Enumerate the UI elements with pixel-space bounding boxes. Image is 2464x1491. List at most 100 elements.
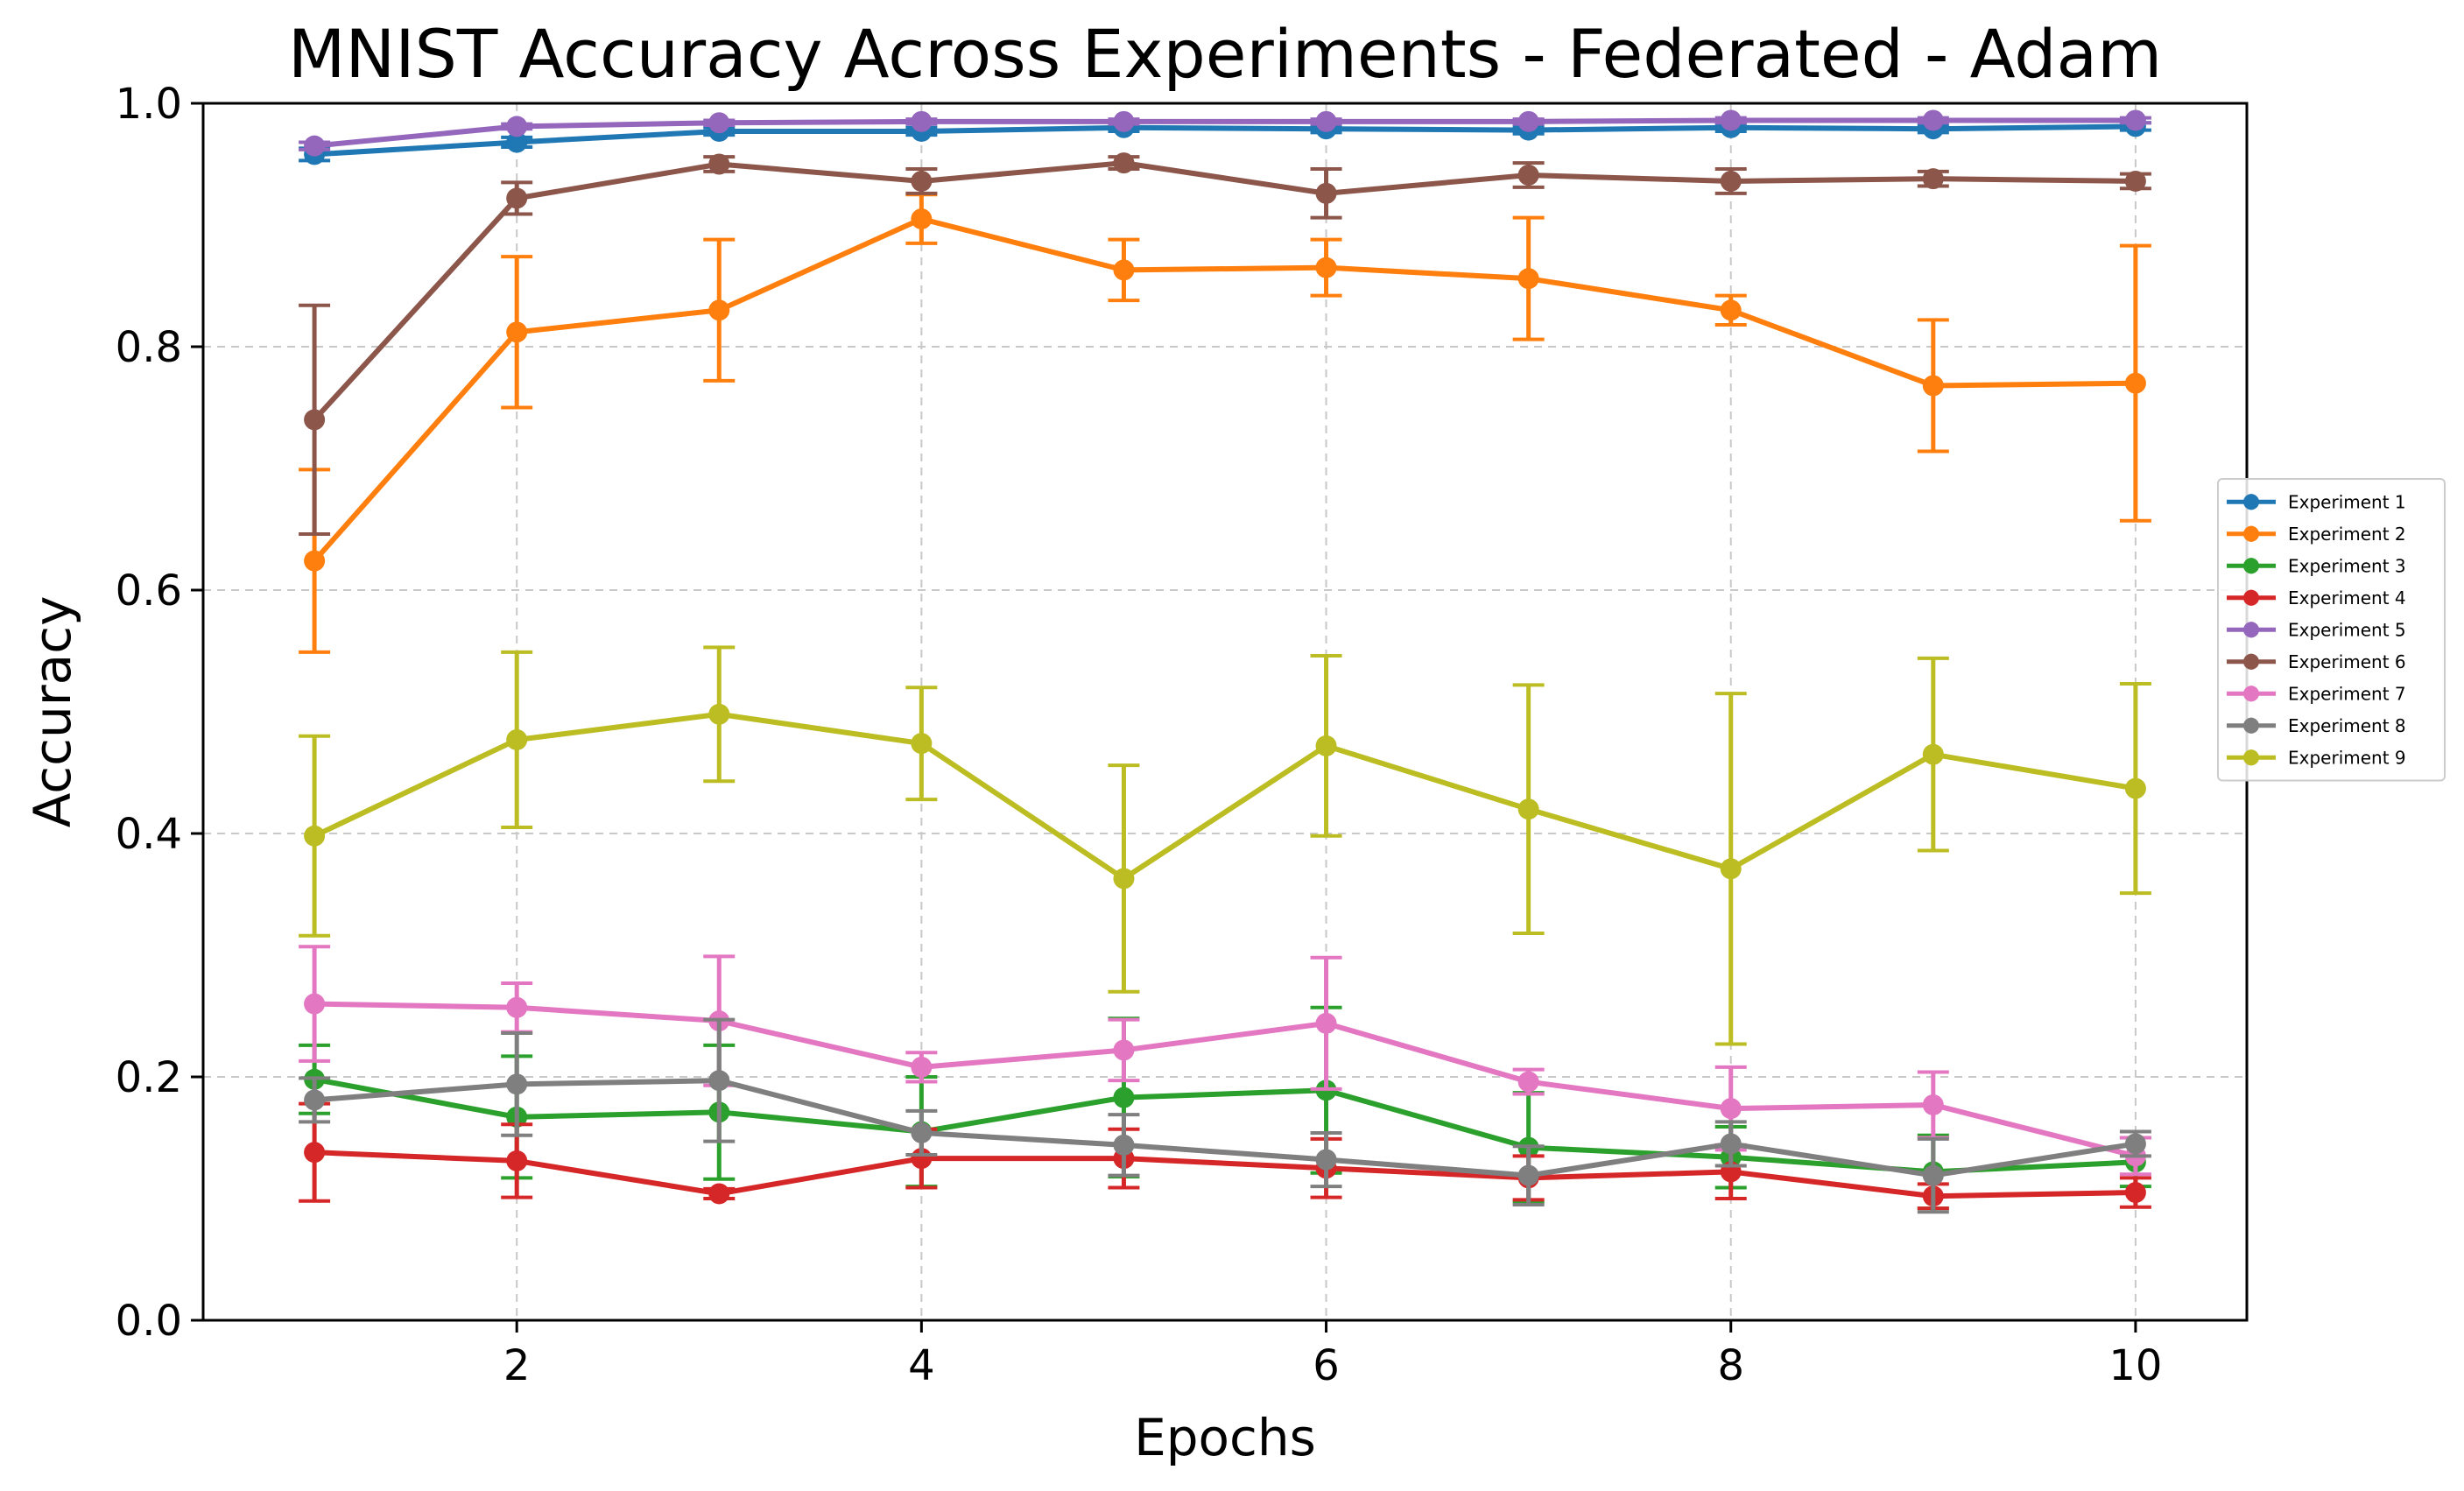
data-point (1517, 110, 1539, 132)
data-point (1720, 299, 1742, 321)
legend: Experiment 1 Experiment 2 Experiment 3 Expe… (2217, 478, 2446, 782)
data-point (1113, 110, 1135, 132)
legend-label: Experiment 5 (2288, 619, 2406, 640)
legend-label: Experiment 1 (2288, 491, 2406, 512)
data-point (2124, 777, 2146, 799)
y-axis-label: Accuracy (23, 596, 82, 828)
data-point (708, 1070, 730, 1092)
data-point (1315, 1012, 1337, 1034)
legend-marker (2243, 622, 2259, 638)
legend-marker (2243, 686, 2259, 702)
series-8 (299, 1017, 2151, 1214)
series-9 (299, 645, 2151, 1046)
data-point (506, 1150, 528, 1171)
x-tick-label: 8 (1717, 1341, 1744, 1390)
series-7 (299, 945, 2151, 1177)
y-tick-label: 0.0 (116, 1297, 182, 1346)
y-tick-label: 0.2 (116, 1053, 182, 1102)
data-point (304, 993, 326, 1015)
legend-item: Experiment 9 (2227, 747, 2406, 768)
x-tick-label: 10 (2108, 1341, 2162, 1390)
ticks: 2 4 6 8 10 0.0 0.2 0.4 0.6 0.8 1.0 (116, 80, 2163, 1390)
data-point (1113, 259, 1135, 281)
data-point (1922, 1164, 1944, 1186)
x-axis-label: Epochs (1134, 1408, 1316, 1467)
data-point (911, 1122, 933, 1143)
chart-title: MNIST Accuracy Across Experiments - Fede… (288, 15, 2162, 93)
x-tick-label: 4 (908, 1341, 935, 1390)
data-point (506, 187, 528, 209)
data-point (708, 299, 730, 321)
data-point (2124, 1133, 2146, 1155)
data-point (304, 135, 326, 157)
data-point (304, 1089, 326, 1111)
data-point (1517, 1071, 1539, 1093)
series-2 (299, 193, 2151, 654)
data-point (304, 825, 326, 847)
data-point (1315, 182, 1337, 204)
legend-item: Experiment 4 (2227, 587, 2406, 608)
legend-marker (2243, 749, 2259, 766)
data-point (1517, 1164, 1539, 1186)
data-point (708, 153, 730, 175)
y-tick-label: 0.6 (116, 566, 182, 615)
series-line (313, 1150, 2136, 1199)
data-point (911, 733, 933, 755)
data-point (1113, 152, 1135, 174)
data-point (304, 1142, 326, 1164)
legend-label: Experiment 2 (2288, 524, 2406, 545)
legend-item: Experiment 2 (2227, 524, 2406, 545)
data-point (1113, 1039, 1135, 1061)
data-point (1720, 170, 1742, 192)
data-point (506, 321, 528, 343)
legend-label: Experiment 8 (2288, 715, 2406, 736)
data-point (708, 112, 730, 134)
data-point (1517, 165, 1539, 186)
legend-item: Experiment 6 (2227, 651, 2406, 672)
data-point (2124, 170, 2146, 192)
data-point (1113, 1134, 1135, 1156)
data-point (1922, 168, 1944, 190)
data-point (708, 1183, 730, 1205)
series-line (313, 1076, 2137, 1175)
data-point (911, 208, 933, 230)
legend-item: Experiment 8 (2227, 715, 2406, 736)
series-6 (299, 152, 2151, 537)
data-point (1922, 1094, 1944, 1115)
legend-marker (2243, 494, 2259, 510)
data-point (506, 131, 528, 153)
series-line (312, 160, 2136, 422)
data-point (1517, 268, 1539, 290)
series-line (313, 117, 2136, 149)
legend-marker (2243, 558, 2259, 574)
data-point (1315, 110, 1337, 132)
legend-label: Experiment 6 (2288, 651, 2406, 672)
y-tick-label: 1.0 (116, 80, 182, 129)
data-point (2124, 109, 2146, 131)
series-layer (299, 109, 2151, 1214)
data-point (1315, 735, 1337, 756)
data-point (1922, 109, 1944, 131)
legend-label: Experiment 4 (2288, 587, 2406, 608)
data-point (1720, 1098, 1742, 1120)
series-line (312, 216, 2136, 563)
data-point (304, 550, 326, 572)
data-point (1720, 1133, 1742, 1155)
y-tick-label: 0.8 (116, 323, 182, 372)
legend-marker (2243, 589, 2259, 606)
data-point (2124, 372, 2146, 394)
data-point (1517, 798, 1539, 820)
data-point (911, 170, 933, 192)
data-point (911, 110, 933, 132)
x-tick-label: 2 (503, 1341, 531, 1390)
data-point (708, 703, 730, 725)
data-point (2124, 1182, 2146, 1204)
legend-item: Experiment 5 (2227, 619, 2406, 640)
data-point (1922, 375, 1944, 397)
legend-marker (2243, 717, 2259, 734)
data-point (1315, 257, 1337, 278)
y-tick-label: 0.4 (116, 810, 182, 859)
legend-marker (2243, 653, 2259, 670)
legend-frame (2217, 478, 2446, 782)
